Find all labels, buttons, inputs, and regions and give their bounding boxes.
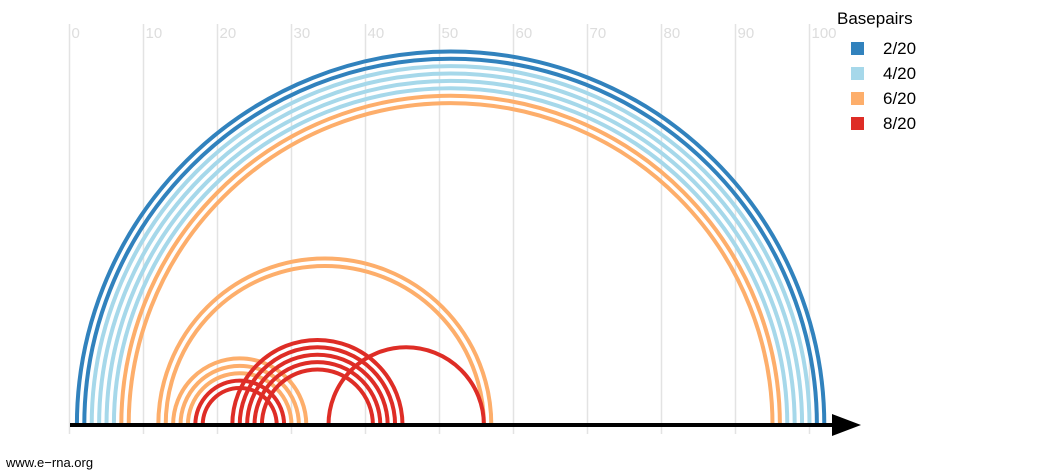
legend-title: Basepairs [837,9,913,28]
basepair-arc [326,345,486,426]
basepair-arc [193,378,287,426]
basepair-arc [156,256,494,426]
x-tick-label: 0 [72,25,80,42]
x-tick-label: 10 [146,25,163,42]
x-tick-label: 50 [442,25,459,42]
basepair-arc [230,337,405,426]
basepair-arc [97,71,805,426]
sequence-axis [70,414,861,436]
basepair-arc [89,64,812,426]
legend-label: 2/20 [883,39,916,58]
x-tick-label: 60 [516,25,533,42]
legend-swatch [851,117,864,130]
x-tick-label: 40 [368,25,385,42]
legend-swatch [851,42,864,55]
basepair-arc [178,363,301,426]
legend-label: 6/20 [883,89,916,108]
basepair-arc [245,352,390,426]
legend-swatch [851,67,864,80]
basepair-arc [163,263,486,426]
grid-lines [68,24,811,434]
x-tick-label: 100 [812,25,837,42]
basepair-arc [111,86,790,426]
basepair-arc [74,49,827,426]
basepair-arc [82,56,819,426]
x-tick-label: 80 [664,25,681,42]
basepair-arc [119,93,782,426]
basepair-arc [185,371,294,426]
basepair-arc [252,360,383,426]
x-tick-label: 30 [294,25,311,42]
legend-label: 8/20 [883,114,916,133]
x-tick-label: 20 [220,25,237,42]
basepair-arc [126,101,775,426]
basepair-arc [237,345,398,426]
credit-text: www.e−rna.org [5,455,93,470]
arcs [74,49,827,426]
legend-swatch [851,92,864,105]
x-tick-labels: 0 10 20 30 40 50 60 70 80 90 100 [72,25,837,42]
x-tick-label: 70 [590,25,607,42]
axis-arrow-head [832,414,861,436]
x-tick-label: 90 [738,25,755,42]
legend: Basepairs 2/20 4/20 6/20 8/20 [837,9,916,133]
basepair-arc [171,356,309,426]
basepair-arc [259,367,375,426]
basepair-arc [104,78,797,426]
legend-label: 4/20 [883,64,916,83]
